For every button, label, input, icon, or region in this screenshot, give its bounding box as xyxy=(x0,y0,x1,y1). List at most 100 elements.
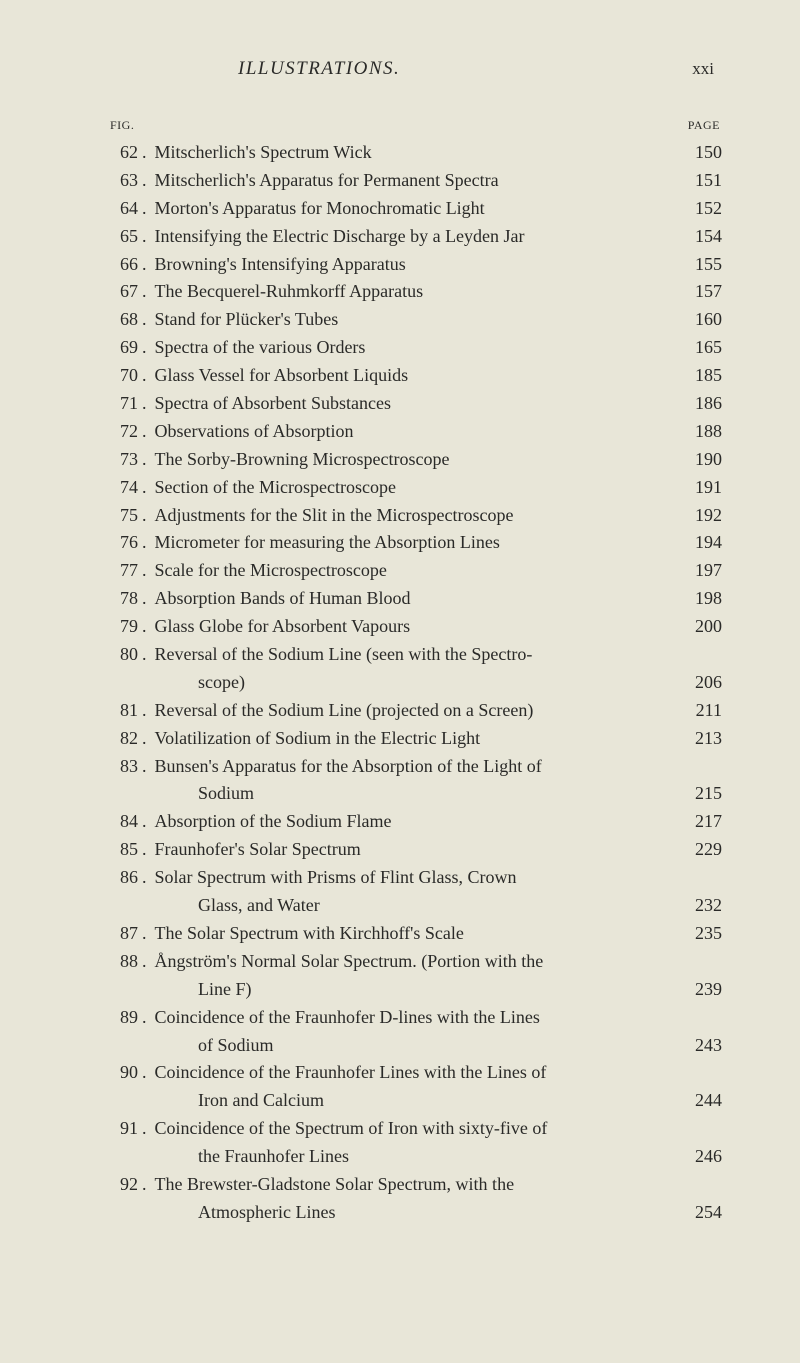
entry-text: Stand for Plücker's Tubes xyxy=(155,306,681,334)
list-item: 69.Spectra of the various Orders165 xyxy=(108,334,722,362)
entry-number: 71 xyxy=(108,390,138,418)
entry-page: 243 xyxy=(680,1032,722,1060)
entry-page: 235 xyxy=(680,920,722,948)
list-item: 81.Reversal of the Sodium Line (projecte… xyxy=(108,697,722,725)
entry-period: . xyxy=(142,446,147,474)
list-item: 71.Spectra of Absorbent Substances186 xyxy=(108,390,722,418)
entry-period: . xyxy=(142,1171,147,1199)
continuation-text: of Sodium xyxy=(198,1032,680,1060)
list-item: 90.Coincidence of the Fraunhofer Lines w… xyxy=(108,1059,722,1087)
continuation-text: Sodium xyxy=(198,780,680,808)
entry-number: 68 xyxy=(108,306,138,334)
entry-text: The Brewster-Gladstone Solar Spectrum, w… xyxy=(155,1171,681,1199)
entry-number: 77 xyxy=(108,557,138,585)
entry-period: . xyxy=(142,808,147,836)
entry-text: Coincidence of the Spectrum of Iron with… xyxy=(155,1115,681,1143)
list-item: 85.Fraunhofer's Solar Spectrum229 xyxy=(108,836,722,864)
entry-page: 188 xyxy=(680,418,722,446)
entry-number: 83 xyxy=(108,753,138,781)
entry-period: . xyxy=(142,948,147,976)
entry-number: 62 xyxy=(108,139,138,167)
entry-page: 165 xyxy=(680,334,722,362)
entry-period: . xyxy=(142,167,147,195)
entry-text: Glass Vessel for Absorbent Liquids xyxy=(155,362,681,390)
list-item-continuation: Iron and Calcium244 xyxy=(108,1087,722,1115)
entry-period: . xyxy=(142,864,147,892)
list-item: 77.Scale for the Microspectroscope197 xyxy=(108,557,722,585)
entry-period: . xyxy=(142,139,147,167)
entry-page: 246 xyxy=(680,1143,722,1171)
entry-number: 89 xyxy=(108,1004,138,1032)
entry-text: Mitscherlich's Apparatus for Permanent S… xyxy=(155,167,681,195)
entry-period: . xyxy=(142,529,147,557)
entry-number: 92 xyxy=(108,1171,138,1199)
list-item: 66.Browning's Intensifying Apparatus155 xyxy=(108,251,722,279)
entry-page: 217 xyxy=(680,808,722,836)
header-row: ILLUSTRATIONS. xxi xyxy=(108,58,722,80)
entry-text: Fraunhofer's Solar Spectrum xyxy=(155,836,681,864)
entry-text: Browning's Intensifying Apparatus xyxy=(155,251,681,279)
entry-period: . xyxy=(142,1059,147,1087)
list-item: 67.The Becquerel-Ruhmkorff Apparatus157 xyxy=(108,278,722,306)
entry-number: 87 xyxy=(108,920,138,948)
list-item: 82.Volatilization of Sodium in the Elect… xyxy=(108,725,722,753)
list-item: 89. Coincidence of the Fraunhofer D-lines… xyxy=(108,1004,722,1032)
entry-period: . xyxy=(142,641,147,669)
entry-text: Observations of Absorption xyxy=(155,418,681,446)
entries-list: 62.Mitscherlich's Spectrum Wick15063.Mit… xyxy=(108,139,722,1227)
continuation-text: scope) xyxy=(198,669,680,697)
entry-number: 79 xyxy=(108,613,138,641)
entry-page: 191 xyxy=(680,474,722,502)
entry-text: Reversal of the Sodium Line (projected o… xyxy=(155,697,681,725)
continuation-text: the Fraunhofer Lines xyxy=(198,1143,680,1171)
entry-period: . xyxy=(142,1004,147,1032)
entry-page: 215 xyxy=(680,780,722,808)
list-item: 76.Micrometer for measuring the Absorpti… xyxy=(108,529,722,557)
page-container: ILLUSTRATIONS. xxi FIG. PAGE 62.Mitscher… xyxy=(0,0,800,1267)
entry-number: 88 xyxy=(108,948,138,976)
entry-period: . xyxy=(142,334,147,362)
entry-page: 185 xyxy=(680,362,722,390)
list-item: 88.Ångström's Normal Solar Spectrum. (Po… xyxy=(108,948,722,976)
entry-text: Spectra of Absorbent Substances xyxy=(155,390,681,418)
continuation-text: Atmospheric Lines xyxy=(198,1199,680,1227)
list-item-continuation: Glass, and Water232 xyxy=(108,892,722,920)
entry-page: 211 xyxy=(680,697,722,725)
list-item: 75.Adjustments for the Slit in the Micro… xyxy=(108,502,722,530)
entry-text: Absorption of the Sodium Flame xyxy=(155,808,681,836)
entry-text: Bunsen's Apparatus for the Absorption of… xyxy=(155,753,681,781)
entry-period: . xyxy=(142,195,147,223)
entry-number: 86 xyxy=(108,864,138,892)
entry-number: 73 xyxy=(108,446,138,474)
list-item-continuation: of Sodium243 xyxy=(108,1032,722,1060)
entry-period: . xyxy=(142,920,147,948)
list-item: 86.Solar Spectrum with Prisms of Flint G… xyxy=(108,864,722,892)
entry-text: Coincidence of the Fraunhofer D-lines wi… xyxy=(155,1004,681,1032)
entry-text: Intensifying the Electric Discharge by a… xyxy=(155,223,681,251)
entry-page: 229 xyxy=(680,836,722,864)
entry-page: 213 xyxy=(680,725,722,753)
entry-page: 151 xyxy=(680,167,722,195)
page-column-label: PAGE xyxy=(688,118,720,133)
list-item: 84.Absorption of the Sodium Flame217 xyxy=(108,808,722,836)
list-item: 78.Absorption Bands of Human Blood198 xyxy=(108,585,722,613)
entry-period: . xyxy=(142,557,147,585)
entry-text: Scale for the Microspectroscope xyxy=(155,557,681,585)
entry-number: 75 xyxy=(108,502,138,530)
entry-number: 90 xyxy=(108,1059,138,1087)
entry-period: . xyxy=(142,362,147,390)
entry-page: 200 xyxy=(680,613,722,641)
column-headers: FIG. PAGE xyxy=(108,118,722,133)
entry-page: 157 xyxy=(680,278,722,306)
entry-period: . xyxy=(142,836,147,864)
entry-text: The Becquerel-Ruhmkorff Apparatus xyxy=(155,278,681,306)
entry-number: 66 xyxy=(108,251,138,279)
entry-page: 198 xyxy=(680,585,722,613)
entry-period: . xyxy=(142,306,147,334)
entry-text: Reversal of the Sodium Line (seen with t… xyxy=(155,641,681,669)
entry-page: 154 xyxy=(680,223,722,251)
list-item: 64.Morton's Apparatus for Monochromatic … xyxy=(108,195,722,223)
entry-number: 65 xyxy=(108,223,138,251)
list-item-continuation: Line F)239 xyxy=(108,976,722,1004)
entry-page: 239 xyxy=(680,976,722,1004)
